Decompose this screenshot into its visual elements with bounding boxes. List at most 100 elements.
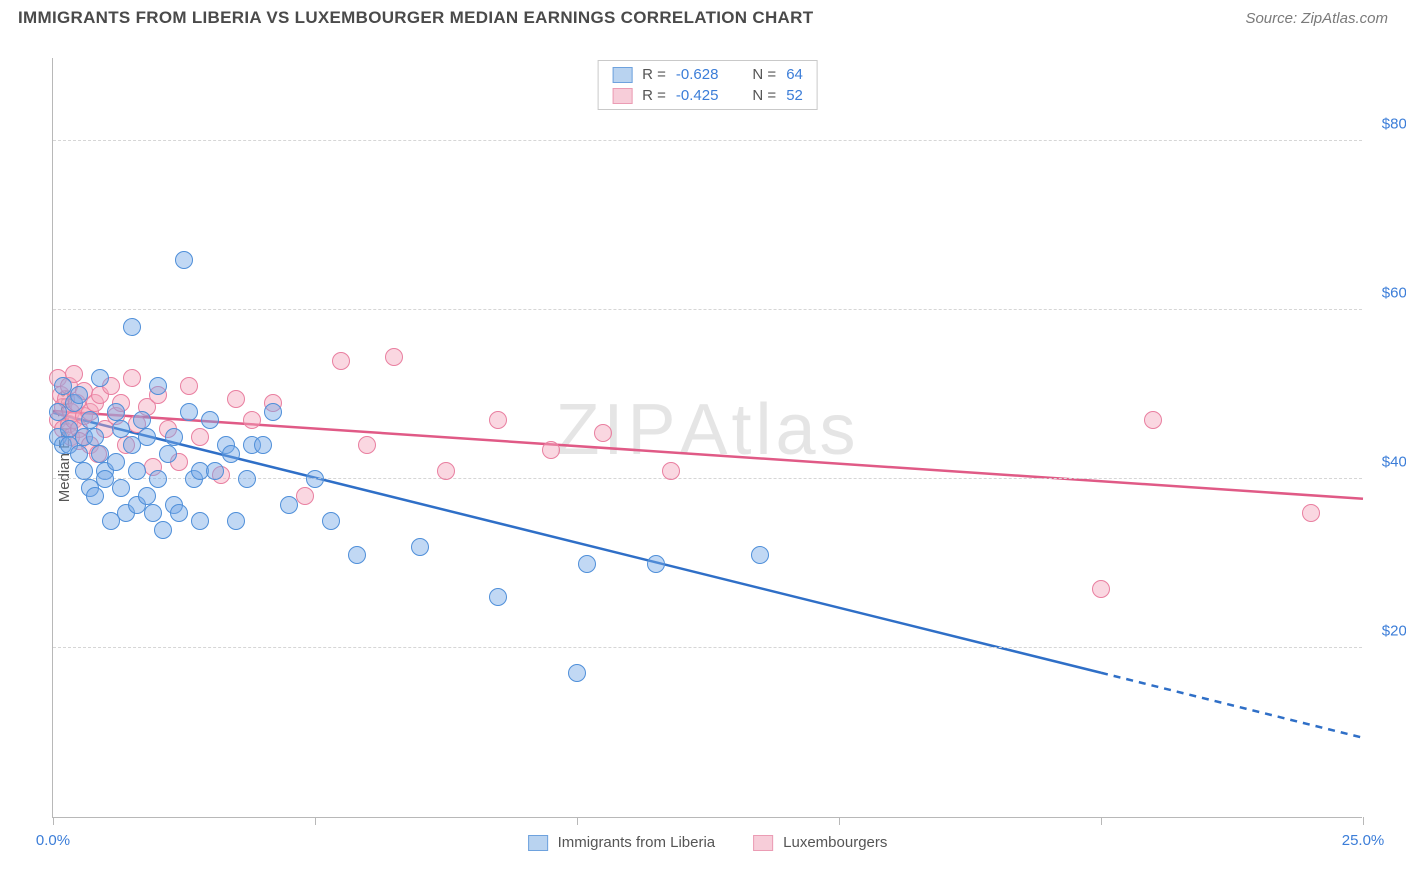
scatter-point-pink (489, 411, 507, 429)
scatter-point-blue (578, 555, 596, 573)
scatter-point-blue (170, 504, 188, 522)
r-value-blue: -0.628 (676, 66, 719, 83)
correlation-row-pink: R = -0.425 N = 52 (598, 85, 817, 106)
scatter-point-blue (238, 470, 256, 488)
n-label: N = (752, 66, 776, 83)
source-attribution: Source: ZipAtlas.com (1245, 10, 1388, 27)
watermark-atlas: Atlas (679, 389, 859, 469)
y-tick-label: $20,000 (1368, 623, 1406, 640)
scatter-point-pink (1144, 411, 1162, 429)
scatter-point-blue (112, 479, 130, 497)
scatter-point-blue (227, 512, 245, 530)
scatter-point-blue (91, 369, 109, 387)
n-label: N = (752, 87, 776, 104)
scatter-point-blue (86, 428, 104, 446)
watermark-zip: ZIP (555, 389, 679, 469)
scatter-point-blue (264, 403, 282, 421)
swatch-pink-icon (753, 835, 773, 851)
scatter-point-blue (133, 411, 151, 429)
scatter-point-blue (159, 445, 177, 463)
n-value-blue: 64 (786, 66, 803, 83)
scatter-point-pink (437, 462, 455, 480)
trend-line (1101, 673, 1363, 738)
gridline-h (53, 140, 1362, 141)
scatter-point-blue (348, 546, 366, 564)
scatter-point-pink (662, 462, 680, 480)
scatter-point-blue (411, 538, 429, 556)
scatter-point-pink (227, 390, 245, 408)
gridline-h (53, 309, 1362, 310)
scatter-point-blue (128, 462, 146, 480)
scatter-point-blue (107, 453, 125, 471)
scatter-point-pink (296, 487, 314, 505)
r-label: R = (642, 66, 666, 83)
scatter-point-blue (568, 664, 586, 682)
scatter-point-pink (332, 352, 350, 370)
gridline-h (53, 647, 1362, 648)
scatter-point-blue (154, 521, 172, 539)
legend-label-pink: Luxembourgers (783, 834, 887, 851)
swatch-blue-icon (612, 67, 632, 83)
scatter-point-pink (1092, 580, 1110, 598)
correlation-row-blue: R = -0.628 N = 64 (598, 64, 817, 85)
r-label: R = (642, 87, 666, 104)
scatter-point-pink (191, 428, 209, 446)
scatter-point-pink (243, 411, 261, 429)
n-value-pink: 52 (786, 87, 803, 104)
x-tick-mark (577, 817, 578, 825)
y-tick-label: $60,000 (1368, 285, 1406, 302)
r-value-pink: -0.425 (676, 87, 719, 104)
scatter-point-blue (112, 420, 130, 438)
scatter-point-blue (254, 436, 272, 454)
scatter-point-blue (206, 462, 224, 480)
scatter-point-blue (86, 487, 104, 505)
chart-title: IMMIGRANTS FROM LIBERIA VS LUXEMBOURGER … (18, 8, 813, 28)
scatter-point-blue (138, 428, 156, 446)
scatter-point-pink (594, 424, 612, 442)
legend-item-pink: Luxembourgers (753, 834, 887, 851)
x-tick-mark (315, 817, 316, 825)
trend-line (53, 413, 1101, 673)
x-tick-mark (1101, 817, 1102, 825)
y-tick-label: $80,000 (1368, 116, 1406, 133)
scatter-point-blue (70, 445, 88, 463)
scatter-point-blue (75, 462, 93, 480)
scatter-point-blue (138, 487, 156, 505)
scatter-point-pink (542, 441, 560, 459)
x-tick-mark (839, 817, 840, 825)
scatter-point-blue (165, 428, 183, 446)
scatter-point-blue (191, 512, 209, 530)
x-tick-label: 25.0% (1342, 832, 1385, 849)
scatter-point-blue (222, 445, 240, 463)
scatter-point-pink (358, 436, 376, 454)
scatter-point-blue (306, 470, 324, 488)
scatter-point-blue (201, 411, 219, 429)
correlation-legend: R = -0.628 N = 64 R = -0.425 N = 52 (597, 60, 818, 110)
scatter-point-blue (81, 411, 99, 429)
y-tick-label: $40,000 (1368, 454, 1406, 471)
x-tick-mark (1363, 817, 1364, 825)
legend-label-blue: Immigrants from Liberia (558, 834, 716, 851)
scatter-point-pink (123, 369, 141, 387)
scatter-point-blue (123, 318, 141, 336)
scatter-point-blue (70, 386, 88, 404)
series-legend: Immigrants from Liberia Luxembourgers (528, 834, 888, 851)
swatch-pink-icon (612, 88, 632, 104)
swatch-blue-icon (528, 835, 548, 851)
x-tick-label: 0.0% (36, 832, 70, 849)
legend-item-blue: Immigrants from Liberia (528, 834, 716, 851)
chart-header: IMMIGRANTS FROM LIBERIA VS LUXEMBOURGER … (0, 0, 1406, 34)
scatter-point-blue (180, 403, 198, 421)
scatter-point-pink (1302, 504, 1320, 522)
scatter-point-pink (180, 377, 198, 395)
x-tick-mark (53, 817, 54, 825)
scatter-point-blue (144, 504, 162, 522)
scatter-point-blue (280, 496, 298, 514)
scatter-point-blue (107, 403, 125, 421)
scatter-point-blue (149, 377, 167, 395)
scatter-point-blue (647, 555, 665, 573)
chart-plot-area: ZIPAtlas R = -0.628 N = 64 R = -0.425 N … (52, 58, 1362, 818)
scatter-point-blue (149, 470, 167, 488)
scatter-point-blue (175, 251, 193, 269)
scatter-point-blue (751, 546, 769, 564)
